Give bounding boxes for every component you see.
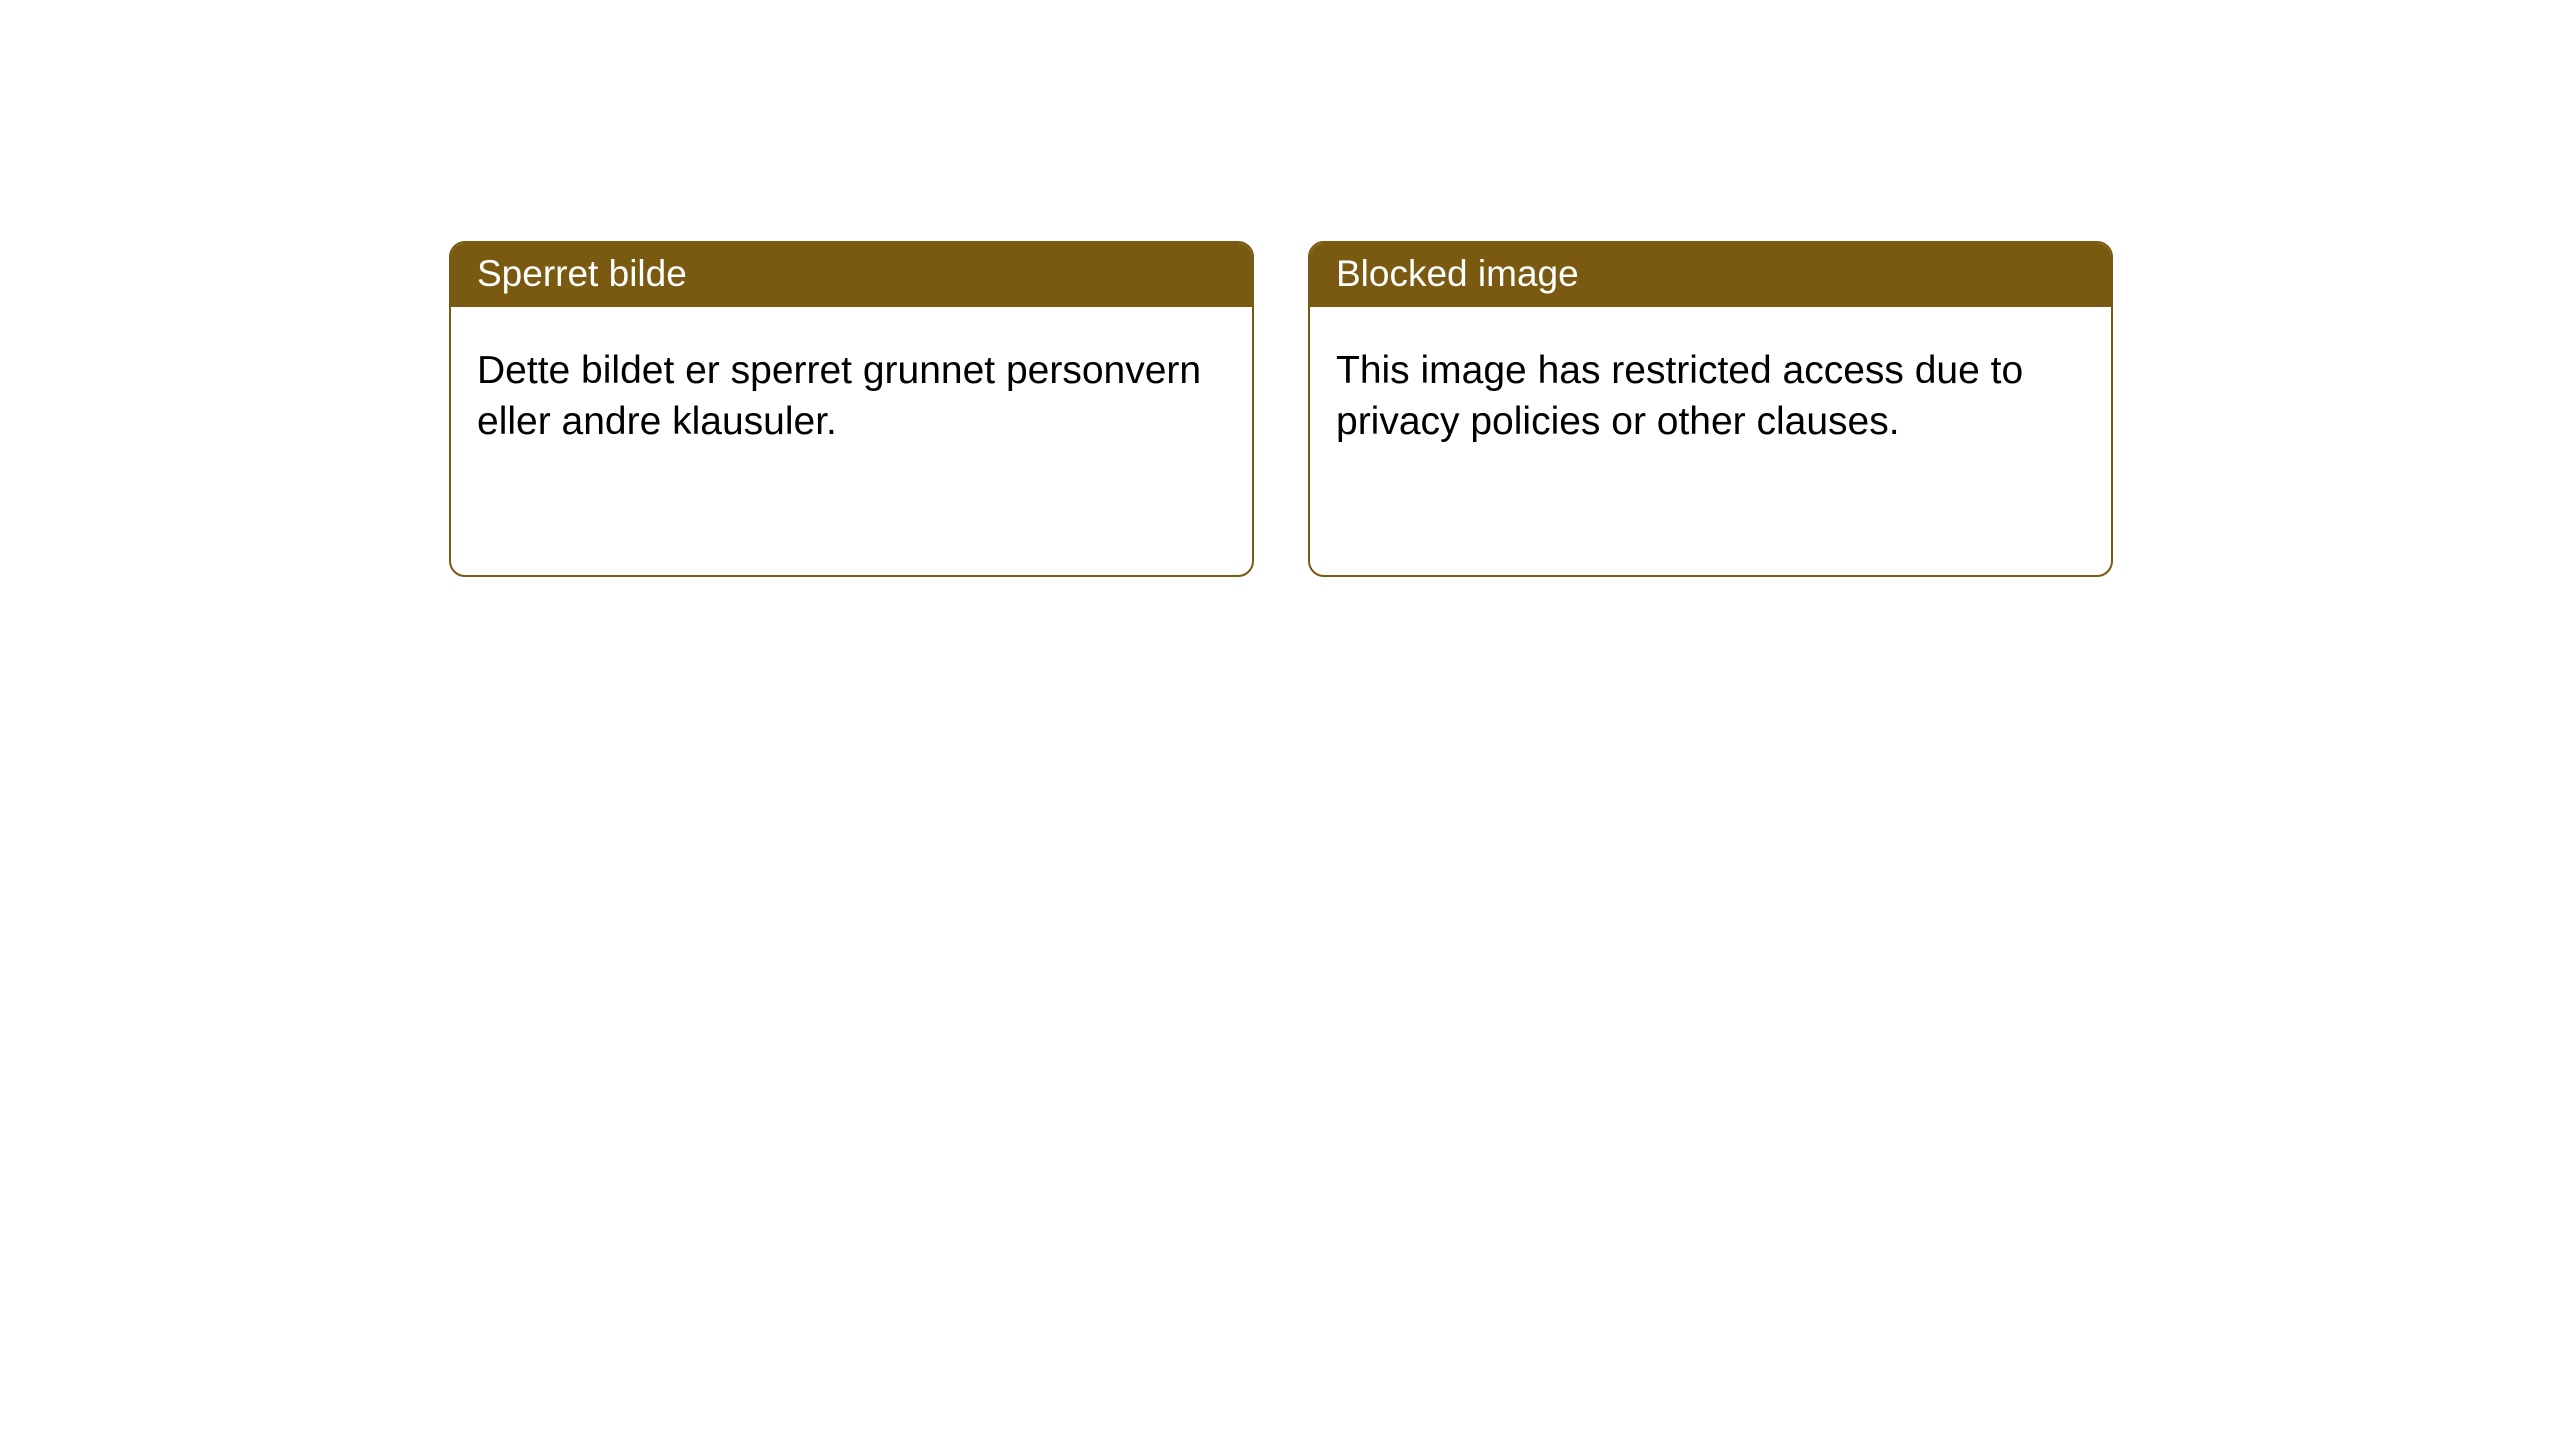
card-body: Dette bildet er sperret grunnet personve… bbox=[451, 307, 1252, 474]
notice-container: Sperret bilde Dette bildet er sperret gr… bbox=[0, 0, 2560, 577]
notice-card-english: Blocked image This image has restricted … bbox=[1308, 241, 2113, 577]
card-header: Sperret bilde bbox=[451, 243, 1252, 307]
card-body: This image has restricted access due to … bbox=[1310, 307, 2111, 474]
card-header: Blocked image bbox=[1310, 243, 2111, 307]
notice-card-norwegian: Sperret bilde Dette bildet er sperret gr… bbox=[449, 241, 1254, 577]
